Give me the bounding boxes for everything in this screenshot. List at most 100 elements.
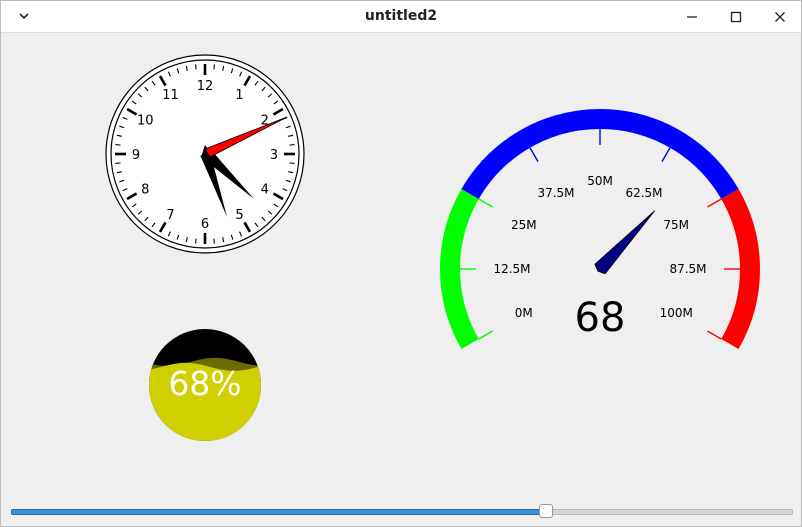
clock-number: 9 (132, 148, 140, 163)
clock-number: 2 (261, 114, 269, 129)
minimize-icon (687, 16, 697, 18)
clock-minor-tick (122, 116, 128, 120)
clock-minor-tick (137, 93, 143, 98)
clock-inner-ring (110, 59, 300, 249)
clock-major-tick (243, 75, 252, 87)
gauge-tick-label: 62.5M (625, 186, 662, 200)
clock-minor-tick (288, 171, 294, 174)
gauge-tick-label: 100M (660, 306, 693, 320)
clock-major-tick (158, 75, 167, 87)
clock-minor-tick (213, 238, 215, 244)
clock-minor-tick (176, 234, 180, 240)
clock-minor-tick (116, 171, 122, 174)
clock-minor-tick (261, 216, 266, 222)
clock-minor-tick (230, 68, 234, 74)
gauge-needle (594, 210, 656, 275)
clock-minor-tick (289, 162, 295, 164)
gauge-tick (478, 330, 493, 340)
speed-gauge: 0M 12.5M 25M 37.5M 50M 62.5M 75M 87.5M 100M 68 (440, 109, 760, 349)
clock-minor-tick (213, 64, 215, 70)
clock-number: 8 (141, 183, 149, 198)
clock-number: 4 (261, 183, 269, 198)
clock-major-tick (272, 192, 284, 201)
title-bar: untitled2 (1, 1, 801, 33)
slider-handle[interactable] (539, 504, 553, 518)
gauge-tick (707, 198, 722, 208)
clock-minor-tick (254, 80, 259, 86)
gauge-arc-high (721, 189, 760, 349)
water-wave-front (149, 362, 261, 441)
maximize-icon (730, 11, 742, 23)
gauge-tick (707, 330, 722, 340)
close-icon (775, 12, 785, 22)
gauge-tick-label: 75M (663, 218, 689, 232)
clock-minor-tick (116, 134, 122, 137)
clock-minor-tick (239, 231, 243, 237)
clock-minor-tick (222, 237, 225, 243)
gauge-arc-mid (461, 109, 739, 200)
maximize-button[interactable] (725, 6, 747, 28)
minimize-button[interactable] (681, 6, 703, 28)
clock-minor-tick (273, 203, 279, 208)
clock-minor-tick (195, 238, 197, 244)
clock-number: 10 (137, 114, 154, 129)
clock-number: 12 (197, 79, 214, 94)
clock-minor-tick (267, 210, 273, 215)
clock-minor-tick (119, 179, 125, 183)
clock-minor-tick (230, 234, 234, 240)
chevron-down-icon[interactable] (15, 7, 33, 25)
clock-minor-tick (195, 64, 197, 70)
clock-minor-tick (144, 216, 149, 222)
clock-major-tick (126, 192, 138, 201)
clock-minor-tick (167, 231, 171, 237)
clock-major-tick (272, 107, 284, 116)
gauge-tick (478, 198, 493, 208)
clock-number: 3 (270, 148, 278, 163)
clock-minor-tick (285, 179, 291, 183)
value-slider[interactable] (11, 504, 793, 518)
clock-major-tick (243, 221, 252, 233)
close-button[interactable] (769, 6, 791, 28)
clock-minor-tick (115, 162, 121, 164)
clock-hour-hand (201, 145, 227, 217)
clock-minor-tick (185, 237, 188, 243)
gauge-tick-label: 50M (587, 174, 613, 188)
window-title: untitled2 (364, 8, 438, 24)
clock-minor-tick (167, 71, 171, 77)
clock-major-tick (158, 221, 167, 233)
clock-minor-tick (267, 93, 273, 98)
gauge-tick (529, 147, 539, 162)
clock-minor-tick (185, 65, 188, 71)
clock-minor-tick (137, 210, 143, 215)
clock-minor-tick (282, 188, 288, 192)
clock-minor-tick (119, 125, 125, 129)
clock-number: 5 (235, 208, 243, 223)
clock-number: 1 (235, 88, 243, 103)
clock-second-hand (204, 116, 288, 158)
clock-minor-tick (289, 144, 295, 146)
clock-minor-tick (222, 65, 225, 71)
clock-minor-tick (261, 86, 266, 92)
gauge-tick-label: 25M (511, 218, 537, 232)
clock-major-tick (126, 107, 138, 116)
clock-minor-tick (151, 222, 156, 228)
clock-minute-hand (200, 151, 254, 199)
clock-minor-tick (273, 100, 279, 105)
clock-minor-tick (288, 134, 294, 137)
clock-minor-tick (285, 125, 291, 129)
clock-minor-tick (239, 71, 243, 77)
gauge-tick-label: 0M (515, 306, 533, 320)
clock-minor-tick (122, 188, 128, 192)
gauge-tick (661, 147, 671, 162)
clock-minor-tick (254, 222, 259, 228)
clock-minor-tick (131, 100, 137, 105)
clock-minor-tick (131, 203, 137, 208)
water-percent-label: 68% (168, 364, 241, 403)
clock-minor-tick (115, 144, 121, 146)
clock-minor-tick (151, 80, 156, 86)
clock-number: 11 (162, 88, 179, 103)
clock-number: 7 (166, 208, 174, 223)
clock-minor-tick (176, 68, 180, 74)
